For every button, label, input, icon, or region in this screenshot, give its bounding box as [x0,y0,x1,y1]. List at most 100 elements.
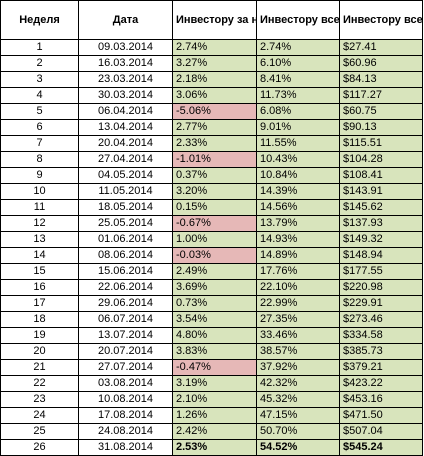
cell-week[interactable]: 21 [0,359,79,376]
cell-total-percent[interactable]: 27.35% [256,311,340,328]
cell-weekly-percent[interactable]: 0.15% [172,199,257,216]
cell-date[interactable]: 11.05.2014 [78,183,173,200]
cell-weekly-percent[interactable]: 2.74% [172,39,257,56]
cell-date[interactable]: 31.08.2014 [78,439,173,456]
cell-total-percent[interactable]: 9.01% [256,119,340,136]
cell-total-percent[interactable]: 37.92% [256,359,340,376]
cell-total-percent[interactable]: 33.46% [256,327,340,344]
cell-weekly-percent[interactable]: 0.73% [172,295,257,312]
cell-weekly-percent[interactable]: 3.54% [172,311,257,328]
cell-week[interactable]: 16 [0,279,79,296]
cell-week[interactable]: 17 [0,295,79,312]
cell-total-percent[interactable]: 11.55% [256,135,340,152]
cell-total-usd[interactable]: $104.28 [339,151,423,168]
cell-week[interactable]: 12 [0,215,79,232]
cell-total-percent[interactable]: 10.84% [256,167,340,184]
cell-week[interactable]: 9 [0,167,79,184]
cell-week[interactable]: 5 [0,103,79,120]
cell-weekly-percent[interactable]: 3.83% [172,343,257,360]
cell-date[interactable]: 13.07.2014 [78,327,173,344]
cell-week[interactable]: 22 [0,375,79,392]
cell-weekly-percent[interactable]: 2.18% [172,71,257,88]
cell-total-usd[interactable]: $423.22 [339,375,423,392]
cell-total-usd[interactable]: $148.94 [339,247,423,264]
header-weekly-percent[interactable]: Инвестору за неделю (%) [172,0,257,40]
cell-total-percent[interactable]: 8.41% [256,71,340,88]
cell-total-usd[interactable]: $60.96 [339,55,423,72]
cell-week[interactable]: 18 [0,311,79,328]
cell-weekly-percent[interactable]: -0.67% [172,215,257,232]
cell-total-usd[interactable]: $220.98 [339,279,423,296]
cell-date[interactable]: 13.04.2014 [78,119,173,136]
cell-total-percent[interactable]: 17.76% [256,263,340,280]
cell-date[interactable]: 08.06.2014 [78,247,173,264]
cell-week[interactable]: 4 [0,87,79,104]
header-total-usd[interactable]: Инвестору всего ($) [339,0,423,40]
cell-total-usd[interactable]: $385.73 [339,343,423,360]
cell-total-usd[interactable]: $145.62 [339,199,423,216]
cell-week[interactable]: 20 [0,343,79,360]
cell-weekly-percent[interactable]: 3.19% [172,375,257,392]
cell-week[interactable]: 11 [0,199,79,216]
cell-date[interactable]: 25.05.2014 [78,215,173,232]
cell-week[interactable]: 1 [0,39,79,56]
cell-date[interactable]: 06.04.2014 [78,103,173,120]
cell-total-usd[interactable]: $60.75 [339,103,423,120]
cell-total-percent[interactable]: 14.93% [256,231,340,248]
cell-date[interactable]: 20.07.2014 [78,343,173,360]
cell-week[interactable]: 2 [0,55,79,72]
cell-week[interactable]: 23 [0,391,79,408]
cell-total-usd[interactable]: $379.21 [339,359,423,376]
cell-total-percent[interactable]: 47.15% [256,407,340,424]
cell-date[interactable]: 04.05.2014 [78,167,173,184]
cell-weekly-percent[interactable]: 2.77% [172,119,257,136]
cell-total-usd[interactable]: $177.55 [339,263,423,280]
header-date[interactable]: Дата [78,0,173,40]
cell-weekly-percent[interactable]: 3.27% [172,55,257,72]
cell-total-percent[interactable]: 42.32% [256,375,340,392]
cell-date[interactable]: 30.03.2014 [78,87,173,104]
cell-weekly-percent[interactable]: -5.06% [172,103,257,120]
cell-total-percent[interactable]: 6.10% [256,55,340,72]
cell-week[interactable]: 25 [0,423,79,440]
cell-date[interactable]: 20.04.2014 [78,135,173,152]
cell-date[interactable]: 24.08.2014 [78,423,173,440]
cell-total-percent[interactable]: 54.52% [256,439,340,456]
cell-total-usd[interactable]: $453.16 [339,391,423,408]
cell-total-percent[interactable]: 2.74% [256,39,340,56]
cell-total-usd[interactable]: $137.93 [339,215,423,232]
cell-week[interactable]: 13 [0,231,79,248]
cell-weekly-percent[interactable]: 3.20% [172,183,257,200]
cell-week[interactable]: 10 [0,183,79,200]
cell-date[interactable]: 15.06.2014 [78,263,173,280]
cell-total-percent[interactable]: 13.79% [256,215,340,232]
cell-week[interactable]: 8 [0,151,79,168]
cell-date[interactable]: 09.03.2014 [78,39,173,56]
cell-week[interactable]: 15 [0,263,79,280]
cell-total-usd[interactable]: $507.04 [339,423,423,440]
cell-total-usd[interactable]: $27.41 [339,39,423,56]
cell-total-usd[interactable]: $117.27 [339,87,423,104]
cell-total-usd[interactable]: $90.13 [339,119,423,136]
cell-date[interactable]: 22.06.2014 [78,279,173,296]
cell-date[interactable]: 27.07.2014 [78,359,173,376]
cell-total-percent[interactable]: 22.10% [256,279,340,296]
cell-week[interactable]: 19 [0,327,79,344]
cell-total-percent[interactable]: 22.99% [256,295,340,312]
cell-weekly-percent[interactable]: 2.49% [172,263,257,280]
cell-total-percent[interactable]: 6.08% [256,103,340,120]
cell-total-percent[interactable]: 11.73% [256,87,340,104]
cell-date[interactable]: 10.08.2014 [78,391,173,408]
cell-week[interactable]: 7 [0,135,79,152]
cell-weekly-percent[interactable]: -0.03% [172,247,257,264]
cell-total-percent[interactable]: 14.56% [256,199,340,216]
cell-date[interactable]: 23.03.2014 [78,71,173,88]
cell-weekly-percent[interactable]: 3.69% [172,279,257,296]
cell-date[interactable]: 06.07.2014 [78,311,173,328]
cell-total-usd[interactable]: $108.41 [339,167,423,184]
cell-total-percent[interactable]: 14.89% [256,247,340,264]
cell-week[interactable]: 14 [0,247,79,264]
cell-total-percent[interactable]: 50.70% [256,423,340,440]
cell-date[interactable]: 16.03.2014 [78,55,173,72]
cell-weekly-percent[interactable]: 2.53% [172,439,257,456]
